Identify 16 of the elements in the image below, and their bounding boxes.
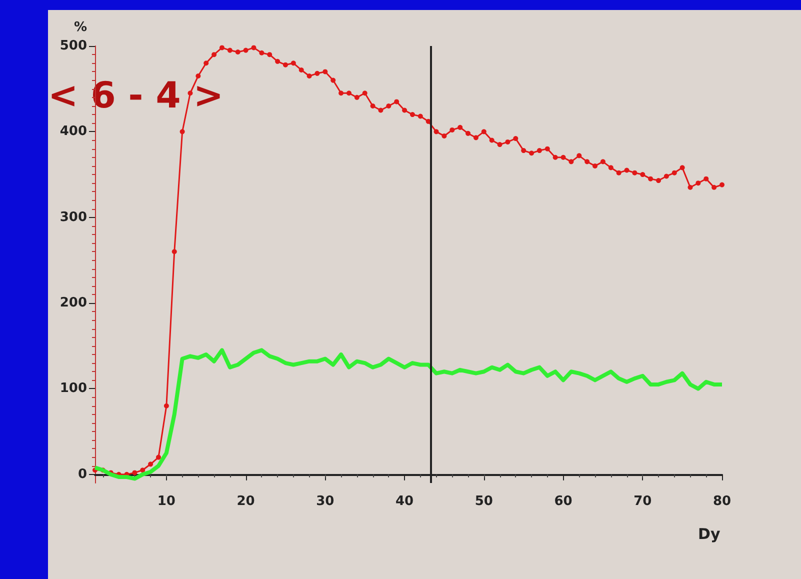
x-tick-label: 80 xyxy=(712,494,732,509)
x-tick-label: 20 xyxy=(236,494,255,509)
y-tick-label: 200 xyxy=(60,296,87,311)
y-tick-label: 400 xyxy=(60,124,87,140)
x-tick-label: 30 xyxy=(316,494,334,509)
x-tick-label: 50 xyxy=(474,494,493,509)
y-tick-label: 0 xyxy=(78,466,87,482)
y-axis-title: % xyxy=(74,20,87,35)
x-tick-label: 10 xyxy=(157,494,176,509)
x-tick-label: 60 xyxy=(554,494,572,509)
y-tick-label: 100 xyxy=(60,381,87,396)
y-tick-label: 300 xyxy=(60,210,87,225)
y-tick-label: 500 xyxy=(60,38,87,54)
x-tick-label: 40 xyxy=(395,494,414,509)
x-tick-label: 70 xyxy=(634,494,652,509)
x-axis-title: Dy xyxy=(698,524,720,543)
